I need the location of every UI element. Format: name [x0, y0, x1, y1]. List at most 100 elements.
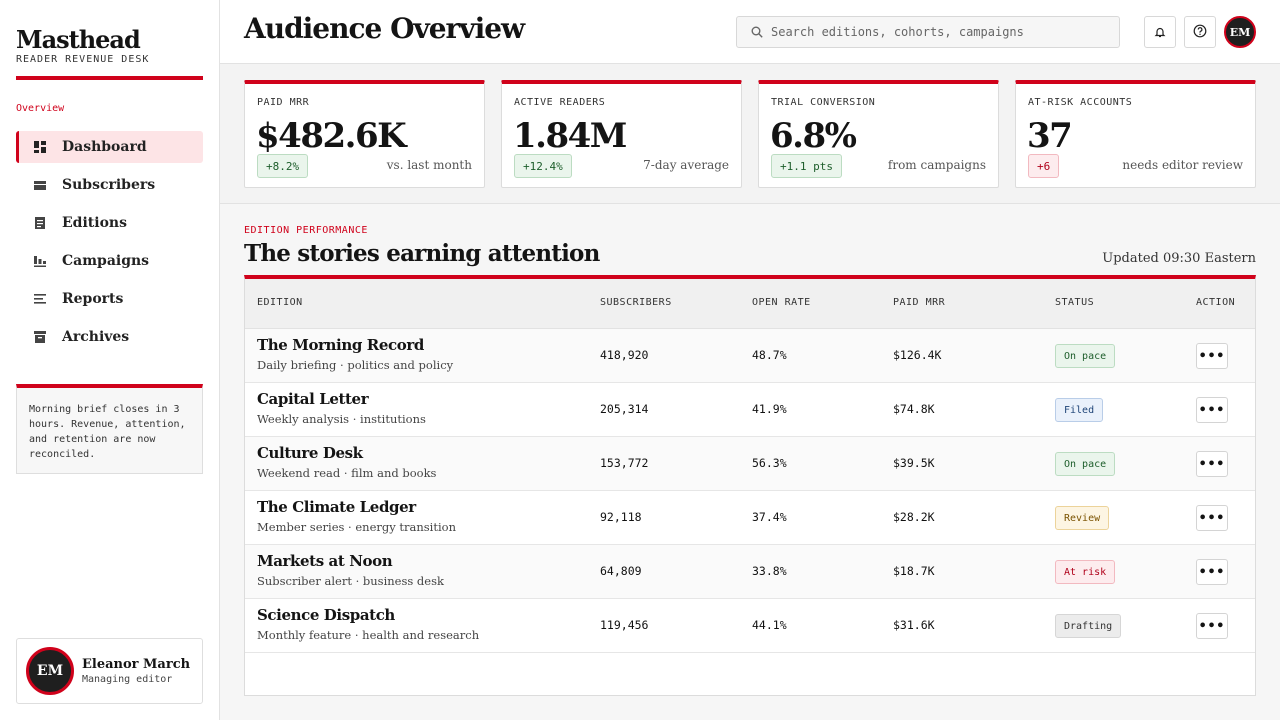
notifications-button[interactable] [1144, 16, 1176, 48]
edition-title[interactable]: Culture Desk [257, 444, 363, 462]
paid-mrr-value: $28.2K [893, 510, 935, 524]
sidebar: Masthead READER REVENUE DESK Overview Da… [0, 0, 220, 720]
table-row[interactable]: Science Dispatch Monthly feature · healt… [245, 599, 1255, 653]
open-rate-value: 44.1% [752, 618, 787, 632]
sidebar-item-subscribers[interactable]: Subscribers [16, 169, 203, 201]
status-badge: At risk [1055, 560, 1116, 584]
open-rate-value: 48.7% [752, 348, 787, 362]
kpi-delta-badge: +12.4% [514, 154, 572, 178]
search-box[interactable] [736, 16, 1120, 48]
kpi-value: 1.84M [513, 116, 627, 156]
edition-subtitle: Monthly feature · health and research [257, 628, 480, 642]
bell-icon [1154, 23, 1166, 42]
edition-title[interactable]: Capital Letter [257, 390, 369, 408]
kpi-value: $482.6K [256, 116, 407, 156]
sidebar-item-label: Reports [62, 291, 124, 307]
sidebar-item-campaigns[interactable]: Campaigns [16, 245, 203, 277]
sidebar-item-label: Dashboard [62, 139, 147, 155]
editions-icon [33, 216, 47, 230]
sidebar-item-label: Campaigns [62, 253, 150, 269]
kpi-band: PAID MRR $482.6K +8.2% vs. last month AC… [220, 64, 1280, 204]
kpi-delta-badge: +1.1 pts [771, 154, 842, 178]
edition-title[interactable]: Markets at Noon [257, 552, 393, 570]
paid-mrr-value: $31.6K [893, 618, 935, 632]
row-actions-button[interactable]: ••• [1196, 505, 1228, 531]
reports-icon [33, 292, 47, 306]
edition-table: EDITION SUBSCRIBERS OPEN RATE PAID MRR S… [244, 275, 1256, 696]
user-card[interactable]: EM Eleanor March Managing editor [16, 638, 203, 704]
kpi-label: AT-RISK ACCOUNTS [1028, 97, 1133, 108]
subscribers-value: 205,314 [600, 402, 649, 416]
row-actions-button[interactable]: ••• [1196, 397, 1228, 423]
open-rate-value: 56.3% [752, 456, 787, 470]
top-header: Audience Overview EM [220, 0, 1280, 64]
subscribers-value: 64,809 [600, 564, 642, 578]
kpi-note: needs editor review [1122, 158, 1243, 172]
paid-mrr-value: $39.5K [893, 456, 935, 470]
table-row[interactable]: The Morning Record Daily briefing · poli… [245, 329, 1255, 383]
campaigns-icon [33, 254, 47, 268]
kpi-delta-badge: +6 [1028, 154, 1060, 178]
brand: Masthead READER REVENUE DESK [16, 25, 203, 66]
sidebar-item-reports[interactable]: Reports [16, 283, 203, 315]
user-role: Managing editor [82, 674, 173, 685]
updated-timestamp: Updated 09:30 Eastern [1102, 251, 1256, 266]
morning-brief-notice: Morning brief closes in 3 hours. Revenue… [16, 384, 203, 474]
archives-icon [33, 330, 47, 344]
sidebar-item-archives[interactable]: Archives [16, 321, 203, 353]
kpi-card-paid-mrr: PAID MRR $482.6K +8.2% vs. last month [244, 80, 485, 188]
kpi-card-trial-conversion: TRIAL CONVERSION 6.8% +1.1 pts from camp… [758, 80, 999, 188]
kpi-value: 6.8% [770, 116, 857, 156]
table-row[interactable]: The Climate Ledger Member series · energ… [245, 491, 1255, 545]
subscribers-value: 92,118 [600, 510, 642, 524]
column-header-action: ACTION [1196, 297, 1236, 308]
row-actions-button[interactable]: ••• [1196, 559, 1228, 585]
dashboard-icon [33, 140, 47, 154]
sidebar-item-label: Editions [62, 215, 127, 231]
status-badge: Drafting [1055, 614, 1122, 638]
header-avatar[interactable]: EM [1224, 16, 1256, 48]
status-badge: Review [1055, 506, 1110, 530]
section-title: The stories earning attention [244, 240, 600, 267]
subscribers-icon [33, 178, 47, 192]
row-actions-button[interactable]: ••• [1196, 343, 1228, 369]
edition-subtitle: Subscriber alert · business desk [257, 574, 444, 588]
search-icon [751, 23, 763, 42]
edition-title[interactable]: Science Dispatch [257, 606, 395, 624]
table-row[interactable]: Culture Desk Weekend read · film and boo… [245, 437, 1255, 491]
column-header-edition[interactable]: EDITION [257, 297, 303, 308]
row-actions-button[interactable]: ••• [1196, 613, 1228, 639]
subscribers-value: 153,772 [600, 456, 649, 470]
column-header-paid-mrr[interactable]: PAID MRR [893, 297, 946, 308]
edition-subtitle: Weekend read · film and books [257, 466, 437, 480]
brand-rule [16, 76, 203, 80]
avatar: EM [26, 647, 74, 695]
open-rate-value: 33.8% [752, 564, 787, 578]
column-header-open-rate[interactable]: OPEN RATE [752, 297, 811, 308]
section-eyebrow: EDITION PERFORMANCE [244, 225, 368, 236]
user-info: Eleanor March Managing editor [82, 657, 190, 685]
sidebar-item-dashboard[interactable]: Dashboard [16, 131, 203, 163]
table-row[interactable]: Capital Letter Weekly analysis · institu… [245, 383, 1255, 437]
table-header: EDITION SUBSCRIBERS OPEN RATE PAID MRR S… [245, 279, 1255, 329]
brand-name: Masthead [16, 25, 141, 54]
column-header-subscribers[interactable]: SUBSCRIBERS [600, 297, 672, 308]
kpi-label: ACTIVE READERS [514, 97, 606, 108]
edition-subtitle: Member series · energy transition [257, 520, 456, 534]
table-body: The Morning Record Daily briefing · poli… [245, 329, 1255, 653]
help-button[interactable] [1184, 16, 1216, 48]
kpi-label: TRIAL CONVERSION [771, 97, 876, 108]
table-row[interactable]: Markets at Noon Subscriber alert · busin… [245, 545, 1255, 599]
row-actions-button[interactable]: ••• [1196, 451, 1228, 477]
kpi-note: vs. last month [386, 158, 472, 172]
kpi-label: PAID MRR [257, 97, 310, 108]
search-input[interactable] [771, 25, 1101, 39]
sidebar-item-editions[interactable]: Editions [16, 207, 203, 239]
column-header-status[interactable]: STATUS [1055, 297, 1095, 308]
nav-section-label: Overview [16, 103, 65, 114]
sidebar-item-label: Archives [62, 329, 130, 345]
brand-subtitle: READER REVENUE DESK [16, 54, 150, 65]
edition-title[interactable]: The Morning Record [257, 336, 424, 354]
sidebar-item-label: Subscribers [62, 177, 156, 193]
edition-title[interactable]: The Climate Ledger [257, 498, 416, 516]
